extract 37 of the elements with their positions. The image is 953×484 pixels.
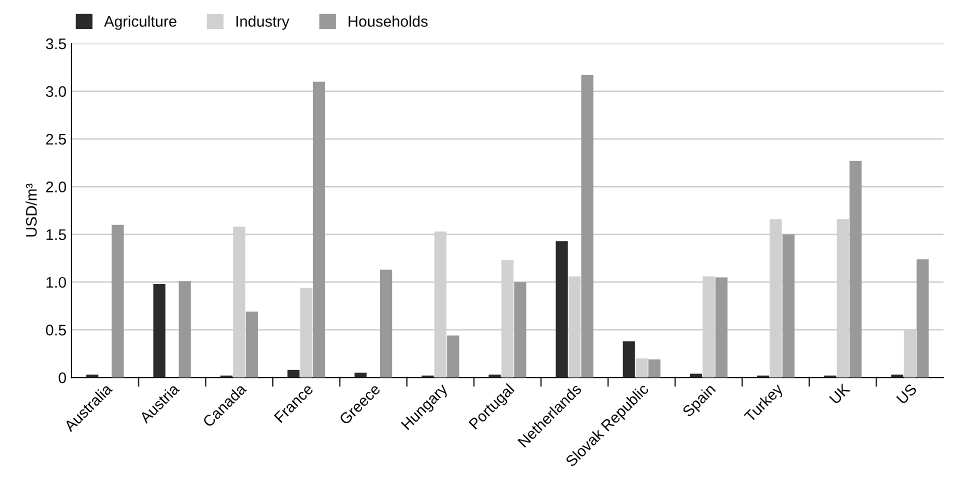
y-tick-label: 2.0 xyxy=(46,182,66,192)
x-tick-label: US xyxy=(896,383,918,404)
bar xyxy=(850,160,862,378)
y-tick-label: 3.5 xyxy=(46,38,66,50)
bar xyxy=(715,277,728,378)
bar xyxy=(514,282,526,378)
bar xyxy=(891,374,904,378)
bar xyxy=(380,270,392,378)
x-tick-label: UK xyxy=(829,382,851,404)
bar xyxy=(916,259,929,378)
y-tick-label: 3.0 xyxy=(46,86,66,97)
bar xyxy=(782,234,795,378)
legend-label: Households xyxy=(348,16,428,27)
y-tick-label: 0.5 xyxy=(46,324,66,336)
bar xyxy=(648,359,660,378)
y-tick-label: 1.5 xyxy=(46,229,66,240)
y-tick-label: 0 xyxy=(58,372,66,384)
bar xyxy=(246,312,258,378)
bar xyxy=(287,370,300,378)
bar xyxy=(488,374,501,378)
bar xyxy=(112,224,124,378)
bar xyxy=(622,341,635,378)
legend-label: Agriculture xyxy=(104,16,176,30)
bar xyxy=(153,284,166,378)
bar xyxy=(178,281,191,378)
bar xyxy=(690,374,702,378)
legend-label: Industry xyxy=(236,16,290,30)
bar xyxy=(556,241,568,378)
bar xyxy=(354,372,367,378)
bar xyxy=(447,336,460,378)
bar xyxy=(86,374,98,378)
bar xyxy=(312,82,326,378)
bar xyxy=(581,75,594,378)
bar xyxy=(636,358,648,378)
y-tick-label: 2.5 xyxy=(46,134,66,145)
y-tick-label: 1.0 xyxy=(46,276,66,288)
y-axis-title: USD/m³ xyxy=(26,184,37,237)
